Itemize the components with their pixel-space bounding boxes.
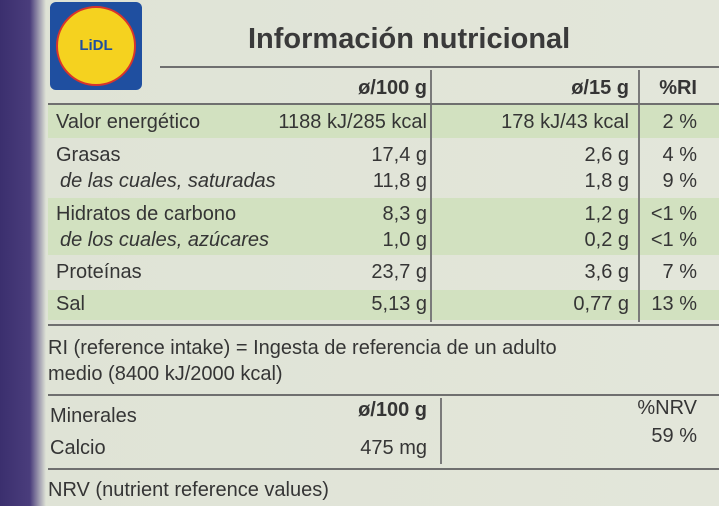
value-per-100g: 1188 kJ/285 kcal bbox=[278, 111, 427, 133]
value-per-portion: 3,6 g bbox=[584, 261, 629, 283]
value-ri: 9 % bbox=[662, 170, 697, 192]
row-band bbox=[48, 198, 719, 255]
value-per-portion: 0,77 g bbox=[573, 293, 629, 315]
value-per-100g: 5,13 g bbox=[371, 293, 427, 315]
nutrient-name: Grasas bbox=[56, 144, 121, 166]
rule bbox=[48, 468, 719, 470]
row-band bbox=[48, 290, 719, 320]
column-header: %NRV bbox=[637, 397, 697, 419]
nutrient-name: Hidratos de carbono bbox=[56, 203, 237, 225]
logo-text: LiDL bbox=[79, 37, 113, 54]
rule bbox=[48, 103, 719, 105]
nutrient-name: de los cuales, azúcares bbox=[60, 229, 270, 251]
column-header: ø/100 g bbox=[358, 399, 427, 421]
value-per-portion: 178 kJ/43 kcal bbox=[501, 111, 629, 133]
value-ri: 2 % bbox=[662, 111, 697, 133]
row-band bbox=[48, 104, 719, 138]
value-per-portion: 1,8 g bbox=[584, 170, 629, 192]
logo: LiDL bbox=[50, 2, 142, 90]
value-ri: 7 % bbox=[662, 261, 697, 283]
nutrient-name: Proteínas bbox=[56, 261, 142, 283]
column-header: ø/15 g bbox=[571, 77, 629, 99]
value-per-portion: 0,2 g bbox=[584, 229, 629, 251]
value-per-portion: 1,2 g bbox=[584, 203, 629, 225]
column-rule bbox=[638, 70, 640, 322]
value-ri: <1 % bbox=[650, 203, 697, 225]
nutrient-name: Valor energético bbox=[56, 111, 201, 133]
nutrient-name: de las cuales, saturadas bbox=[60, 170, 276, 192]
value-per-100g: 23,7 g bbox=[371, 261, 427, 283]
column-rule bbox=[440, 398, 442, 464]
ri-note: medio (8400 kJ/2000 kcal) bbox=[48, 363, 283, 385]
mineral-per-100g: 475 mg bbox=[360, 437, 427, 459]
value-per-100g: 17,4 g bbox=[371, 144, 427, 166]
mineral-name: Calcio bbox=[50, 437, 106, 459]
mineral-nrv: 59 % bbox=[651, 425, 697, 447]
title: Información nutricional bbox=[248, 23, 571, 55]
value-per-portion: 2,6 g bbox=[584, 144, 629, 166]
value-ri: <1 % bbox=[650, 229, 697, 251]
column-header: %RI bbox=[659, 77, 697, 99]
value-per-100g: 1,0 g bbox=[382, 229, 427, 251]
minerals-header: Minerales bbox=[50, 405, 137, 427]
rule bbox=[48, 394, 719, 396]
value-ri: 13 % bbox=[651, 293, 697, 315]
logo-circle bbox=[56, 6, 136, 86]
nrv-note: NRV (nutrient reference values) bbox=[48, 479, 329, 501]
value-ri: 4 % bbox=[662, 144, 697, 166]
column-rule bbox=[430, 70, 432, 322]
nutrient-name: Sal bbox=[56, 293, 85, 315]
rule bbox=[48, 324, 719, 326]
value-per-100g: 11,8 g bbox=[372, 170, 427, 192]
column-header: ø/100 g bbox=[358, 77, 427, 99]
ri-note: RI (reference intake) = Ingesta de refer… bbox=[48, 337, 557, 359]
value-per-100g: 8,3 g bbox=[382, 203, 427, 225]
title-rule bbox=[160, 66, 719, 68]
